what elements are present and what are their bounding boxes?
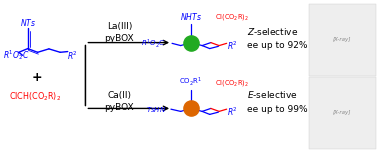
FancyBboxPatch shape bbox=[309, 4, 376, 75]
Text: pyBOX: pyBOX bbox=[104, 34, 134, 43]
Text: Ca(II): Ca(II) bbox=[107, 91, 131, 100]
Text: $\it{R^1O_2C}$: $\it{R^1O_2C}$ bbox=[3, 48, 29, 62]
Text: ee up to 92%: ee up to 92% bbox=[247, 41, 308, 50]
Text: $\it{E}$-selective: $\it{E}$-selective bbox=[247, 89, 298, 100]
Point bbox=[188, 41, 194, 44]
Text: +: + bbox=[31, 71, 42, 84]
Point bbox=[188, 107, 194, 110]
Text: ee up to 99%: ee up to 99% bbox=[247, 105, 308, 114]
Text: $\it{NTs}$: $\it{NTs}$ bbox=[20, 17, 36, 28]
FancyBboxPatch shape bbox=[309, 77, 376, 149]
Text: $\it{R^2}$: $\it{R^2}$ bbox=[227, 106, 237, 118]
Text: $\it{R^2}$: $\it{R^2}$ bbox=[227, 39, 237, 52]
Text: La(III): La(III) bbox=[107, 22, 132, 31]
Text: pyBOX: pyBOX bbox=[104, 103, 134, 112]
Text: $\it{Z}$-selective: $\it{Z}$-selective bbox=[247, 26, 299, 37]
Text: $\mathrm{Cl(CO_2R)_2}$: $\mathrm{Cl(CO_2R)_2}$ bbox=[215, 78, 249, 88]
Text: $\it{TsHN}$: $\it{TsHN}$ bbox=[146, 105, 166, 114]
Text: $\mathrm{Cl(CO_2R)_2}$: $\mathrm{Cl(CO_2R)_2}$ bbox=[215, 12, 249, 22]
Text: [X-ray]: [X-ray] bbox=[333, 37, 352, 42]
Text: $\it{R^2}$: $\it{R^2}$ bbox=[67, 49, 77, 61]
Text: [X-ray]: [X-ray] bbox=[333, 110, 352, 115]
Text: $\mathrm{ClCH(CO_2R)_2}$: $\mathrm{ClCH(CO_2R)_2}$ bbox=[9, 90, 60, 103]
Text: $\it{R^1O_2C}$: $\it{R^1O_2C}$ bbox=[141, 37, 166, 50]
Text: $\mathrm{CO_2R^1}$: $\mathrm{CO_2R^1}$ bbox=[179, 76, 203, 88]
Text: $\it{NHTs}$: $\it{NHTs}$ bbox=[180, 11, 202, 22]
